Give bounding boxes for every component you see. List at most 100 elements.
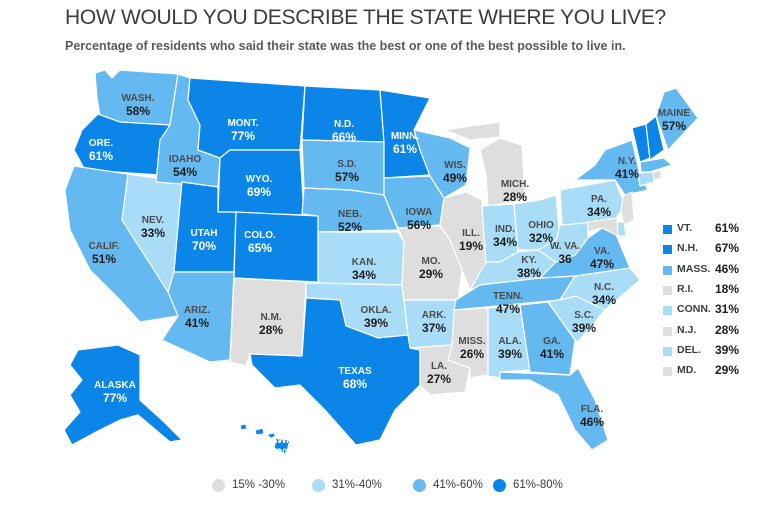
state-shape-mi[interactable] bbox=[479, 137, 526, 207]
small-state-value: 46% bbox=[715, 261, 740, 276]
legend-label: 31%-40% bbox=[332, 479, 382, 491]
state-abbr: TEXAS bbox=[338, 366, 372, 377]
legend-dot-icon bbox=[312, 479, 325, 492]
state-label-ga: GA.41% bbox=[540, 336, 564, 361]
state-label-ala: ALA.39% bbox=[498, 336, 522, 361]
state-abbr: MO. bbox=[422, 256, 441, 267]
state-shape-co[interactable] bbox=[233, 211, 319, 283]
state-shape-ak[interactable] bbox=[63, 344, 183, 446]
state-value: 57% bbox=[335, 170, 359, 184]
state-label-neb: NEB.52% bbox=[338, 209, 362, 234]
color-legend: 15% -30% 31%-40% 41%-60% 61%-80% bbox=[0, 476, 765, 500]
state-abbr: MINN. bbox=[391, 131, 420, 142]
state-abbr: W. VA. bbox=[550, 241, 581, 252]
state-value: 68% bbox=[343, 377, 367, 391]
color-swatch bbox=[663, 326, 672, 336]
small-state-abbr: DEL. bbox=[677, 343, 701, 356]
color-swatch bbox=[663, 225, 672, 234]
map-subtitle: Percentage of residents who said their s… bbox=[65, 39, 626, 53]
state-shape-hi-1[interactable] bbox=[239, 423, 248, 431]
state-value: 57% bbox=[662, 119, 686, 133]
state-abbr: UTAH bbox=[190, 228, 217, 239]
state-shape-md[interactable] bbox=[587, 217, 619, 237]
state-abbr: KY. bbox=[521, 255, 537, 266]
state-shape-ma[interactable] bbox=[639, 157, 673, 173]
state-value: 34% bbox=[592, 293, 616, 307]
state-abbr: HAWAII bbox=[263, 435, 299, 446]
state-value: 46% bbox=[580, 415, 604, 429]
state-shape-tx[interactable] bbox=[249, 297, 421, 446]
state-abbr: VA. bbox=[594, 246, 610, 257]
state-value: 34% bbox=[587, 205, 611, 219]
map-title: HOW WOULD YOU DESCRIBE THE STATE WHERE Y… bbox=[65, 6, 666, 29]
state-value: 70% bbox=[192, 239, 216, 253]
state-label-nd: N.D.66% bbox=[332, 119, 356, 144]
small-state-row: VT. 61% bbox=[663, 221, 763, 241]
color-swatch bbox=[663, 306, 672, 316]
state-abbr: IDAHO bbox=[169, 154, 201, 165]
state-value: 58% bbox=[126, 104, 150, 118]
state-value: 29% bbox=[419, 267, 443, 281]
small-state-row: R.I. 18% bbox=[663, 282, 763, 302]
state-abbr: IND. bbox=[495, 224, 515, 235]
state-abbr: WYO. bbox=[246, 174, 273, 185]
state-shape-hi-3[interactable] bbox=[267, 432, 276, 439]
small-state-abbr: N.H. bbox=[677, 242, 698, 255]
state-abbr: CALIF. bbox=[88, 241, 119, 252]
small-state-row: MASS. 46% bbox=[663, 262, 763, 282]
state-abbr: WASH. bbox=[122, 93, 155, 104]
state-shape-nj[interactable] bbox=[620, 191, 635, 226]
state-abbr: ARK. bbox=[422, 310, 447, 321]
state-value: 28% bbox=[259, 323, 283, 337]
small-state-value: 67% bbox=[715, 241, 740, 256]
state-abbr: OKLA. bbox=[360, 305, 391, 316]
state-label-ill: ILL.19% bbox=[459, 228, 483, 253]
state-shape-hi-4[interactable] bbox=[273, 437, 291, 456]
state-value: 54% bbox=[173, 165, 197, 179]
state-abbr: N.C. bbox=[594, 282, 614, 293]
state-shape-hi-2[interactable] bbox=[254, 427, 265, 436]
small-state-abbr: MD. bbox=[677, 364, 697, 377]
small-state-row: N.J. 28% bbox=[663, 323, 763, 343]
state-shape-mi-up[interactable] bbox=[444, 121, 501, 141]
state-shape-fl[interactable] bbox=[499, 367, 609, 451]
legend-dot-icon bbox=[413, 479, 426, 492]
state-shape-pa[interactable] bbox=[559, 179, 626, 226]
state-abbr: ORE. bbox=[89, 138, 114, 149]
state-label-mont: MONT.77% bbox=[227, 118, 258, 143]
state-shape-nh[interactable] bbox=[645, 115, 665, 161]
state-value: 56% bbox=[407, 218, 431, 232]
state-label-wyo: WYO.69% bbox=[246, 174, 273, 199]
state-shape-wi[interactable] bbox=[413, 129, 471, 199]
state-value: 47% bbox=[590, 257, 614, 271]
state-abbr: OHIO bbox=[528, 220, 554, 231]
small-state-value: 29% bbox=[715, 363, 740, 378]
small-state-row: MD. 29% bbox=[663, 363, 763, 383]
state-shape-ne[interactable] bbox=[301, 187, 399, 233]
state-value: 51% bbox=[92, 252, 116, 266]
state-label-sd: S.D.57% bbox=[335, 159, 359, 184]
state-shape-ga[interactable] bbox=[519, 301, 576, 376]
state-label-va: VA.47% bbox=[590, 246, 614, 271]
state-shape-ct[interactable] bbox=[637, 171, 655, 187]
color-swatch bbox=[663, 265, 672, 275]
small-state-value: 31% bbox=[715, 302, 740, 317]
state-label-fla: FLA.46% bbox=[580, 404, 604, 429]
state-value: 38% bbox=[517, 266, 541, 280]
state-value: 39% bbox=[572, 321, 596, 335]
state-abbr: MONT. bbox=[227, 118, 258, 129]
state-abbr: WIS. bbox=[444, 160, 466, 171]
small-state-abbr: R.I. bbox=[677, 282, 694, 295]
state-abbr: NEV. bbox=[142, 215, 165, 226]
state-value: 47% bbox=[496, 302, 520, 316]
state-abbr: S.D. bbox=[337, 159, 357, 170]
state-shape-ri[interactable] bbox=[652, 169, 663, 181]
state-label-pa: PA.34% bbox=[587, 194, 611, 219]
state-shape-me[interactable] bbox=[655, 87, 699, 151]
state-value: 68% bbox=[269, 446, 293, 460]
state-abbr: NEB. bbox=[338, 209, 362, 220]
state-label-nm: N.M.28% bbox=[259, 312, 283, 337]
state-label-nev: NEV.33% bbox=[141, 215, 165, 240]
